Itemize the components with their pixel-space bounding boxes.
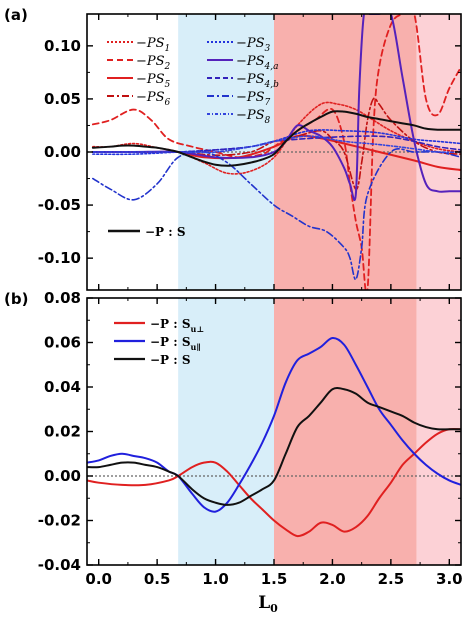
- legend-a-label: −PS8: [236, 108, 271, 126]
- shaded-region-1: [178, 298, 274, 565]
- legend-b: −P : Su⊥−P : Su∥−P : S: [114, 317, 204, 367]
- legend-a-label-sub: 8: [265, 116, 271, 126]
- panel-a: -0.10-0.050.000.050.10 −PS1−PS2−PS5−PS6−P…: [38, 13, 462, 291]
- legend-a: −PS1−PS2−PS5−PS6−PS3−PS4,a−PS4,b−PS7−PS8…: [107, 36, 279, 239]
- y-tick-label: 0.04: [44, 378, 81, 396]
- legend-a-label-sub: 7: [265, 98, 271, 108]
- x-axis-label-main: L: [258, 593, 270, 613]
- legend-b-label: −P : S: [150, 353, 191, 367]
- y-tick-label: -0.05: [38, 196, 81, 214]
- legend-a-label-sub: 4,a: [264, 62, 279, 72]
- legend-a-label: −PS2: [136, 54, 171, 72]
- legend-a-label-main: −PS: [136, 36, 165, 51]
- y-tick-label: 0.06: [44, 334, 81, 352]
- panel-a-label: (a): [4, 6, 28, 24]
- series-line-10: [91, 110, 461, 167]
- legend-a-label-main: −PS: [236, 54, 265, 69]
- legend-a-label-main: −PS: [236, 108, 265, 123]
- legend-a-label: −PS4,b: [236, 72, 279, 90]
- legend-a-label-sub: 2: [164, 62, 171, 72]
- legend-a-label: −PS5: [136, 72, 171, 90]
- y-tick-label: 0.02: [44, 423, 81, 441]
- legend-a-label-main: −PS: [136, 90, 165, 105]
- x-tick-label: 0.0: [85, 570, 112, 588]
- x-axis-label: L0: [258, 593, 278, 615]
- x-tick-label: 3.0: [436, 570, 463, 588]
- legend-a-label: −PS6: [136, 90, 171, 108]
- series-line-2: [87, 337, 461, 513]
- x-tick-label: 1.0: [202, 570, 229, 588]
- legend-b-label: −P : Su⊥: [150, 317, 204, 334]
- y-tick-label: 0.05: [44, 90, 81, 108]
- shaded-region-2: [274, 298, 417, 565]
- legend-b-label: −P : Su∥: [150, 335, 201, 352]
- legend-a-label-main: −PS: [136, 54, 165, 69]
- legend-a-label-sub: 3: [265, 44, 271, 54]
- legend-a-label-sub: 5: [165, 80, 171, 90]
- legend-a-label-main: −PS: [136, 72, 165, 87]
- series-line-3: [87, 387, 461, 506]
- legend-b-label-sub: u∥: [191, 342, 201, 352]
- x-tick-label: 2.0: [319, 570, 346, 588]
- legend-a-label-sub: 6: [165, 98, 171, 108]
- y-tick-label: 0.10: [44, 37, 81, 55]
- legend-b-label-main: −P : S: [150, 335, 191, 349]
- legend-a-label-sub: 1: [165, 44, 171, 54]
- shaded-regions: [178, 298, 461, 565]
- x-tick-label: 2.5: [378, 570, 405, 588]
- legend-a-label: −PS3: [236, 36, 271, 54]
- legend-a-label: −PS7: [236, 90, 271, 108]
- legend-b-label-main: −P : S: [150, 353, 191, 367]
- series-group: [91, 14, 461, 290]
- y-tick-label: -0.02: [38, 512, 81, 530]
- legend-a-ps-label: −P : S: [145, 225, 186, 239]
- series-line-4: [92, 97, 461, 190]
- series-line-8: [92, 148, 461, 281]
- panel-b: -0.04 -0.02 0.00 0.02 0.04 0.06 0.08 0.0 0.5 1.0 1…: [38, 289, 463, 588]
- shaded-region-3: [416, 298, 461, 565]
- y-tick-label: 0.00: [44, 467, 81, 485]
- x-tick-label: 0.5: [144, 570, 171, 588]
- y-tick-label: -0.10: [38, 249, 81, 267]
- legend-a-label: −PS4,a: [236, 54, 279, 72]
- legend-a-label-main: −PS: [236, 90, 265, 105]
- panel-b-label: (b): [4, 290, 28, 308]
- x-axis-label-sub: 0: [270, 602, 278, 615]
- legend-a-label-main: −PS: [236, 36, 265, 51]
- series-group: [87, 337, 461, 538]
- y-tick-label: 0.08: [44, 289, 81, 307]
- legend-a-label-main: −PS: [236, 72, 265, 87]
- legend-b-label-sub: u⊥: [191, 324, 205, 334]
- legend-a-label: −PS1: [136, 36, 170, 54]
- legend-a-label-sub: 4,b: [264, 80, 280, 90]
- y-tick-label: 0.00: [44, 143, 81, 161]
- x-tick-label: 1.5: [261, 570, 288, 588]
- y-tick-label: -0.04: [38, 556, 81, 574]
- legend-b-label-main: −P : S: [150, 317, 191, 331]
